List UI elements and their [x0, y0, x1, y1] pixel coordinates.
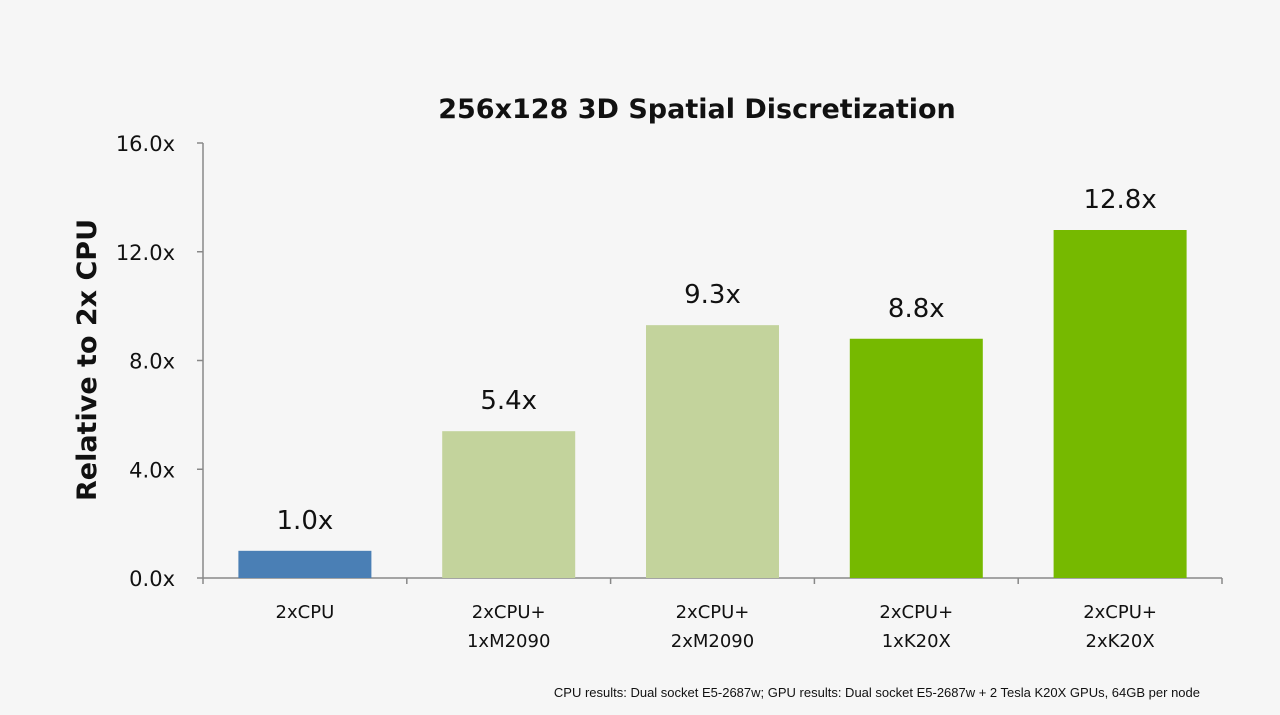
category-label: 2xCPU+ — [472, 602, 546, 623]
data-label: 1.0x — [277, 506, 334, 536]
y-tick-label: 8.0x — [129, 350, 175, 374]
data-label: 8.8x — [888, 294, 945, 324]
y-tick-label: 16.0x — [116, 132, 175, 156]
data-label: 5.4x — [480, 386, 537, 416]
category-label: 2xCPU+ — [676, 602, 750, 623]
category-label: 2xK20X — [1086, 631, 1155, 652]
category-label: 1xK20X — [882, 631, 951, 652]
category-label: 2xCPU+ — [1083, 602, 1157, 623]
category-labels: 2xCPU 2xCPU+ 1xM2090 2xCPU+ 2xM2090 2xCPU+ 1xK… — [276, 602, 1157, 652]
category-label: 2xCPU — [276, 602, 335, 623]
chart-title: 256x128 3D Spatial Discretization — [438, 94, 956, 125]
y-tick-label: 0.0x — [129, 567, 175, 591]
bar — [442, 431, 576, 578]
bar — [646, 325, 779, 578]
y-tick-label: 4.0x — [129, 458, 175, 482]
category-label: 1xM2090 — [467, 631, 550, 652]
bar — [1053, 230, 1187, 578]
category-label: 2xCPU+ — [879, 602, 953, 623]
data-label: 9.3x — [684, 280, 741, 310]
bar — [849, 338, 983, 578]
data-labels: 1.0x 5.4x 9.3x 8.8x 12.8x — [277, 185, 1157, 536]
data-label: 12.8x — [1083, 185, 1156, 215]
axes: 0.0x 4.0x 8.0x 12.0x 16.0x — [116, 132, 1223, 591]
footnote: CPU results: Dual socket E5-2687w; GPU r… — [553, 685, 1200, 700]
y-axis-label: Relative to 2x CPU — [72, 219, 103, 501]
y-tick-label: 12.0x — [116, 241, 175, 265]
bar — [238, 550, 372, 578]
bars — [238, 230, 1187, 578]
category-label: 2xM2090 — [671, 631, 754, 652]
